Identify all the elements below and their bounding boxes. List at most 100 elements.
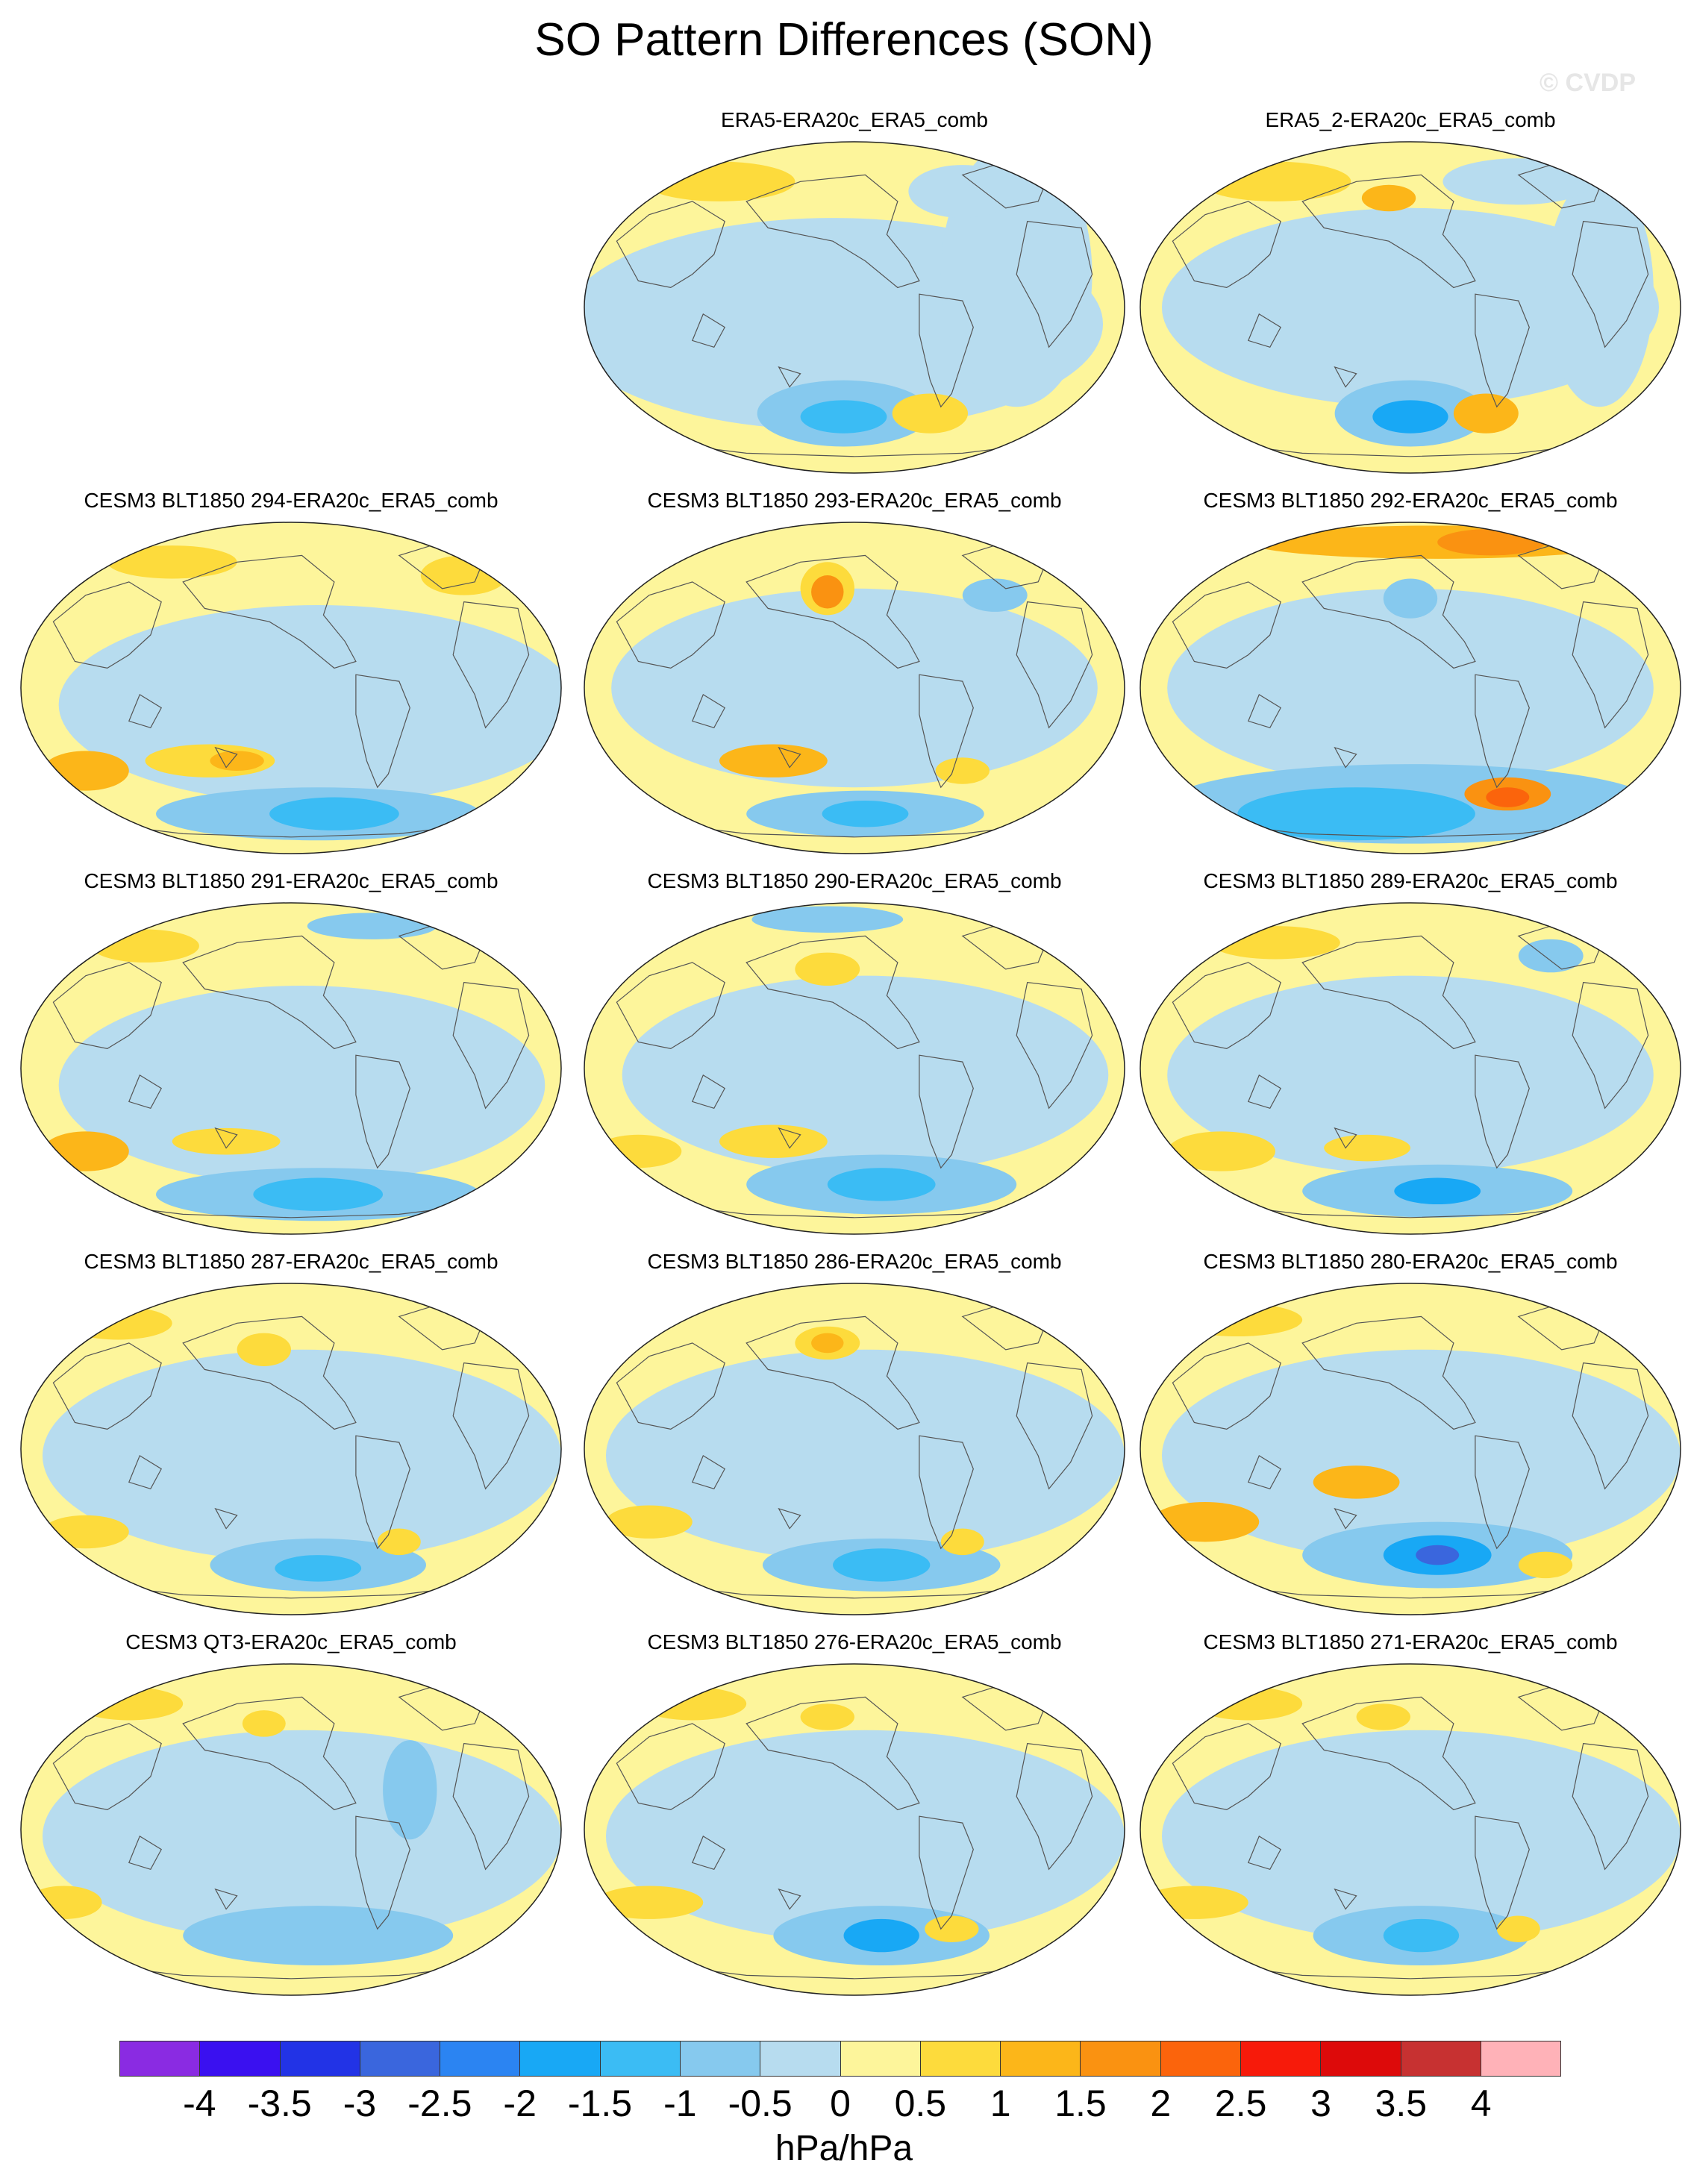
anomaly-contour [1518, 939, 1584, 973]
coastline [616, 1723, 725, 1811]
anomaly-contour [1356, 1703, 1410, 1730]
coastline [1016, 1742, 1093, 1871]
colorbar [119, 2041, 1561, 2077]
anomaly-contour [719, 1124, 828, 1158]
robinson-map [20, 1283, 562, 1615]
coastline [745, 174, 920, 289]
anomaly-contour [595, 1886, 704, 1919]
coastline [1247, 313, 1281, 348]
coastline [1334, 1127, 1357, 1149]
cvdp-credit: © CVDP [1539, 69, 1636, 97]
coastline [1334, 746, 1357, 769]
colorbar-swatch [520, 2041, 601, 2076]
coastline [182, 554, 357, 669]
colorbar-swatch [1160, 2041, 1241, 2076]
colorbar-tick-label: -2.5 [407, 2083, 472, 2124]
anomaly-contour [751, 906, 904, 933]
anomaly-contour [843, 1918, 919, 1953]
map-panel-title: CESM3 BLT1850 286-ERA20c_ERA5_comb [647, 1250, 1062, 1273]
colorbar-swatch [680, 2041, 761, 2076]
coastline [616, 962, 725, 1050]
robinson-map [1140, 902, 1681, 1235]
anomaly-contour [1383, 578, 1438, 619]
anomaly-contour [605, 1349, 1125, 1562]
coastline [128, 1836, 162, 1871]
map-panel-title: CESM3 QT3-ERA20c_ERA5_comb [125, 1630, 457, 1653]
map-panel-title: CESM3 BLT1850 287-ERA20c_ERA5_comb [84, 1250, 498, 1273]
map-panel: CESM3 BLT1850 271-ERA20c_ERA5_comb [1138, 1630, 1683, 2011]
anomaly-contour [1167, 1131, 1275, 1171]
coastline [1247, 694, 1281, 729]
anomaly-contour [383, 1740, 437, 1840]
anomaly-contour [800, 1703, 854, 1730]
coastline [214, 1507, 238, 1530]
map-panel: CESM3 BLT1850 291-ERA20c_ERA5_comb [19, 869, 563, 1250]
anomaly-contour [58, 986, 546, 1185]
robinson-map [1140, 1663, 1681, 1996]
map-panel: CESM3 BLT1850 287-ERA20c_ERA5_comb [19, 1250, 563, 1630]
map-panel: CESM3 BLT1850 294-ERA20c_ERA5_comb [19, 489, 563, 869]
map-panel: CESM3 BLT1850 292-ERA20c_ERA5_comb [1138, 489, 1683, 869]
anomaly-contour [1140, 1886, 1248, 1919]
anomaly-contour [172, 1127, 281, 1155]
colorbar-swatch [1240, 2041, 1322, 2076]
coastline [1475, 1815, 1530, 1930]
anomaly-contour [42, 1349, 561, 1562]
anomaly-contour [1237, 787, 1475, 841]
robinson-map [584, 141, 1125, 474]
anomaly-contour [1324, 1134, 1410, 1162]
colorbar-tick-label: -2 [503, 2083, 537, 2124]
anomaly-contour [377, 1528, 421, 1556]
anomaly-contour [1416, 1545, 1460, 1565]
anomaly-contour [42, 751, 129, 791]
map-panel-title: ERA5_2-ERA20c_ERA5_comb [1265, 108, 1556, 131]
coastline [1172, 1723, 1281, 1811]
map-panel-title: CESM3 BLT1850 271-ERA20c_ERA5_comb [1203, 1630, 1618, 1653]
coastline [691, 313, 725, 348]
anomaly-contour [605, 1730, 1125, 1942]
map-panel: CESM3 BLT1850 276-ERA20c_ERA5_comb [582, 1630, 1127, 2011]
coastline [1572, 1362, 1649, 1490]
coastline [1475, 1054, 1530, 1169]
coastline [1301, 935, 1476, 1050]
colorbar-tick-label: -0.5 [728, 2083, 793, 2124]
coastline [1301, 1696, 1476, 1811]
coastline [1016, 1362, 1093, 1490]
coastline [616, 1342, 725, 1430]
colorbar-swatch [600, 2041, 681, 2076]
map-outline [20, 1283, 562, 1615]
colorbar-tick-label: 3 [1310, 2083, 1331, 2124]
colorbar-tick-label: 0.5 [894, 2083, 947, 2124]
coastline [452, 1362, 530, 1490]
figure-title: SO Pattern Differences (SON) [534, 14, 1154, 66]
anomaly-contour [719, 744, 828, 777]
robinson-map [584, 902, 1125, 1235]
colorbar-swatch [280, 2041, 360, 2076]
anomaly-contour [611, 588, 1098, 788]
colorbar-swatch [920, 2041, 1001, 2076]
anomaly-contour [42, 1515, 129, 1549]
map-outline [20, 522, 562, 854]
colorbar-swatch [360, 2041, 441, 2076]
map-panel: CESM3 BLT1850 280-ERA20c_ERA5_comb [1138, 1250, 1683, 1630]
map-panel: CESM3 BLT1850 293-ERA20c_ERA5_comb [582, 489, 1127, 869]
anomaly-contour [795, 952, 860, 986]
anomaly-contour [908, 165, 1017, 219]
coastline [919, 1815, 974, 1930]
anomaly-contour [1161, 1349, 1681, 1562]
colorbar-ticks: -4 -3.5 -3 -2.5 -2 -1.5 -1 -0.5 0 0.5 1 1.5 2 2.5 3 3.5… [119, 2082, 1561, 2127]
map-panel-title: ERA5-ERA20c_ERA5_comb [721, 108, 988, 131]
coastline [355, 674, 410, 789]
coastline [1572, 601, 1649, 729]
anomaly-contour [1442, 158, 1595, 205]
coastline [745, 554, 920, 669]
anomaly-contour [822, 800, 909, 827]
coastline [778, 1888, 801, 1910]
anomaly-contour [63, 1307, 172, 1340]
map-panel: CESM3 BLT1850 286-ERA20c_ERA5_comb [582, 1250, 1127, 1630]
anomaly-contour [1453, 393, 1519, 434]
coastline [1016, 220, 1093, 348]
coastline [1572, 981, 1649, 1110]
coastline [1172, 581, 1281, 669]
anomaly-contour [42, 1131, 129, 1171]
